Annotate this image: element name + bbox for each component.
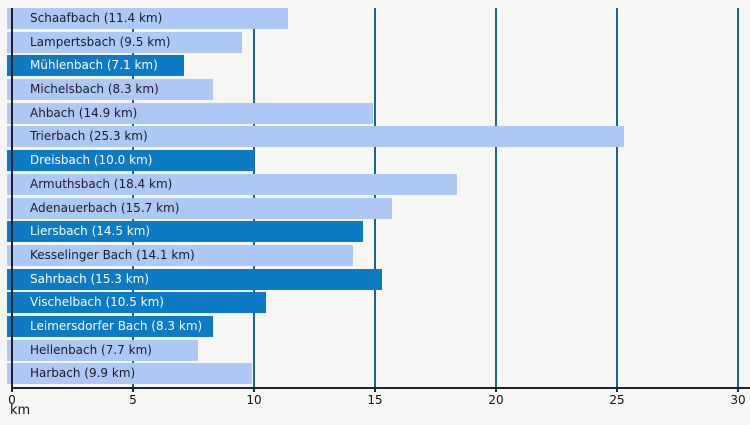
x-axis-tick-0 [11, 387, 13, 392]
chart-bar: Ahbach (14.9 km) [7, 102, 373, 124]
x-axis-unit-label: km [10, 403, 31, 418]
chart-bar: Trierbach (25.3 km) [7, 126, 625, 148]
bar-label: Dreisbach (10.0 km) [30, 153, 153, 168]
bar-label: Lampertsbach (9.5 km) [30, 34, 171, 49]
chart-bar: Liersbach (14.5 km) [7, 221, 363, 243]
y-axis-line [11, 8, 13, 387]
bar-label: Liersbach (14.5 km) [30, 224, 151, 239]
x-axis-tick-label-10: 10 [246, 393, 262, 407]
bar-label: Vischelbach (10.5 km) [30, 295, 164, 310]
x-axis-tick-20 [495, 387, 497, 392]
x-axis-tick-label-5: 5 [129, 393, 137, 407]
x-axis-tick-label-30: 30 [730, 393, 746, 407]
chart-bar: Michelsbach (8.3 km) [7, 79, 213, 101]
bar-label: Hellenbach (7.7 km) [30, 342, 152, 357]
x-axis-tick-10 [253, 387, 255, 392]
x-axis-tick-30 [737, 387, 739, 392]
bar-label: Mühlenbach (7.1 km) [30, 58, 158, 73]
gridline-25 [616, 8, 618, 387]
bar-label: Adenauerbach (15.7 km) [30, 200, 180, 215]
chart-bar: Armuthsbach (18.4 km) [7, 173, 458, 195]
bar-label: Kesselinger Bach (14.1 km) [30, 247, 195, 262]
bar-label: Harbach (9.9 km) [30, 366, 136, 381]
chart-bar: Dreisbach (10.0 km) [7, 150, 254, 172]
chart-bar: Kesselinger Bach (14.1 km) [7, 244, 354, 266]
x-axis-tick-15 [374, 387, 376, 392]
chart-bar: Schaafbach (11.4 km) [7, 8, 288, 29]
x-axis-tick-label-0: 0 [8, 393, 16, 407]
chart-bar: Sahrbach (15.3 km) [7, 268, 383, 290]
chart-bar: Mühlenbach (7.1 km) [7, 55, 184, 77]
x-axis-tick-label-25: 25 [609, 393, 625, 407]
chart-bar: Adenauerbach (15.7 km) [7, 197, 392, 219]
x-axis-tick-25 [616, 387, 618, 392]
x-axis-line [12, 387, 750, 389]
bar-label: Trierbach (25.3 km) [30, 129, 148, 144]
bar-label: Schaafbach (11.4 km) [30, 11, 163, 25]
x-axis-tick-5 [132, 387, 134, 392]
chart-bar: Hellenbach (7.7 km) [7, 339, 199, 361]
bar-label: Sahrbach (15.3 km) [30, 271, 150, 286]
chart-bar: Harbach (9.9 km) [7, 363, 252, 385]
bar-label: Leimersdorfer Bach (8.3 km) [30, 318, 203, 333]
x-axis-tick-label-20: 20 [488, 393, 504, 407]
chart-bar: Lampertsbach (9.5 km) [7, 31, 242, 53]
gridline-20 [495, 8, 497, 387]
chart-bar: Vischelbach (10.5 km) [7, 292, 267, 314]
chart-bar: Leimersdorfer Bach (8.3 km) [7, 315, 213, 337]
bar-label: Armuthsbach (18.4 km) [30, 176, 173, 191]
gridline-30 [737, 8, 739, 387]
bar-label: Michelsbach (8.3 km) [30, 82, 159, 97]
x-axis-tick-label-15: 15 [367, 393, 383, 407]
bar-label: Ahbach (14.9 km) [30, 105, 138, 120]
